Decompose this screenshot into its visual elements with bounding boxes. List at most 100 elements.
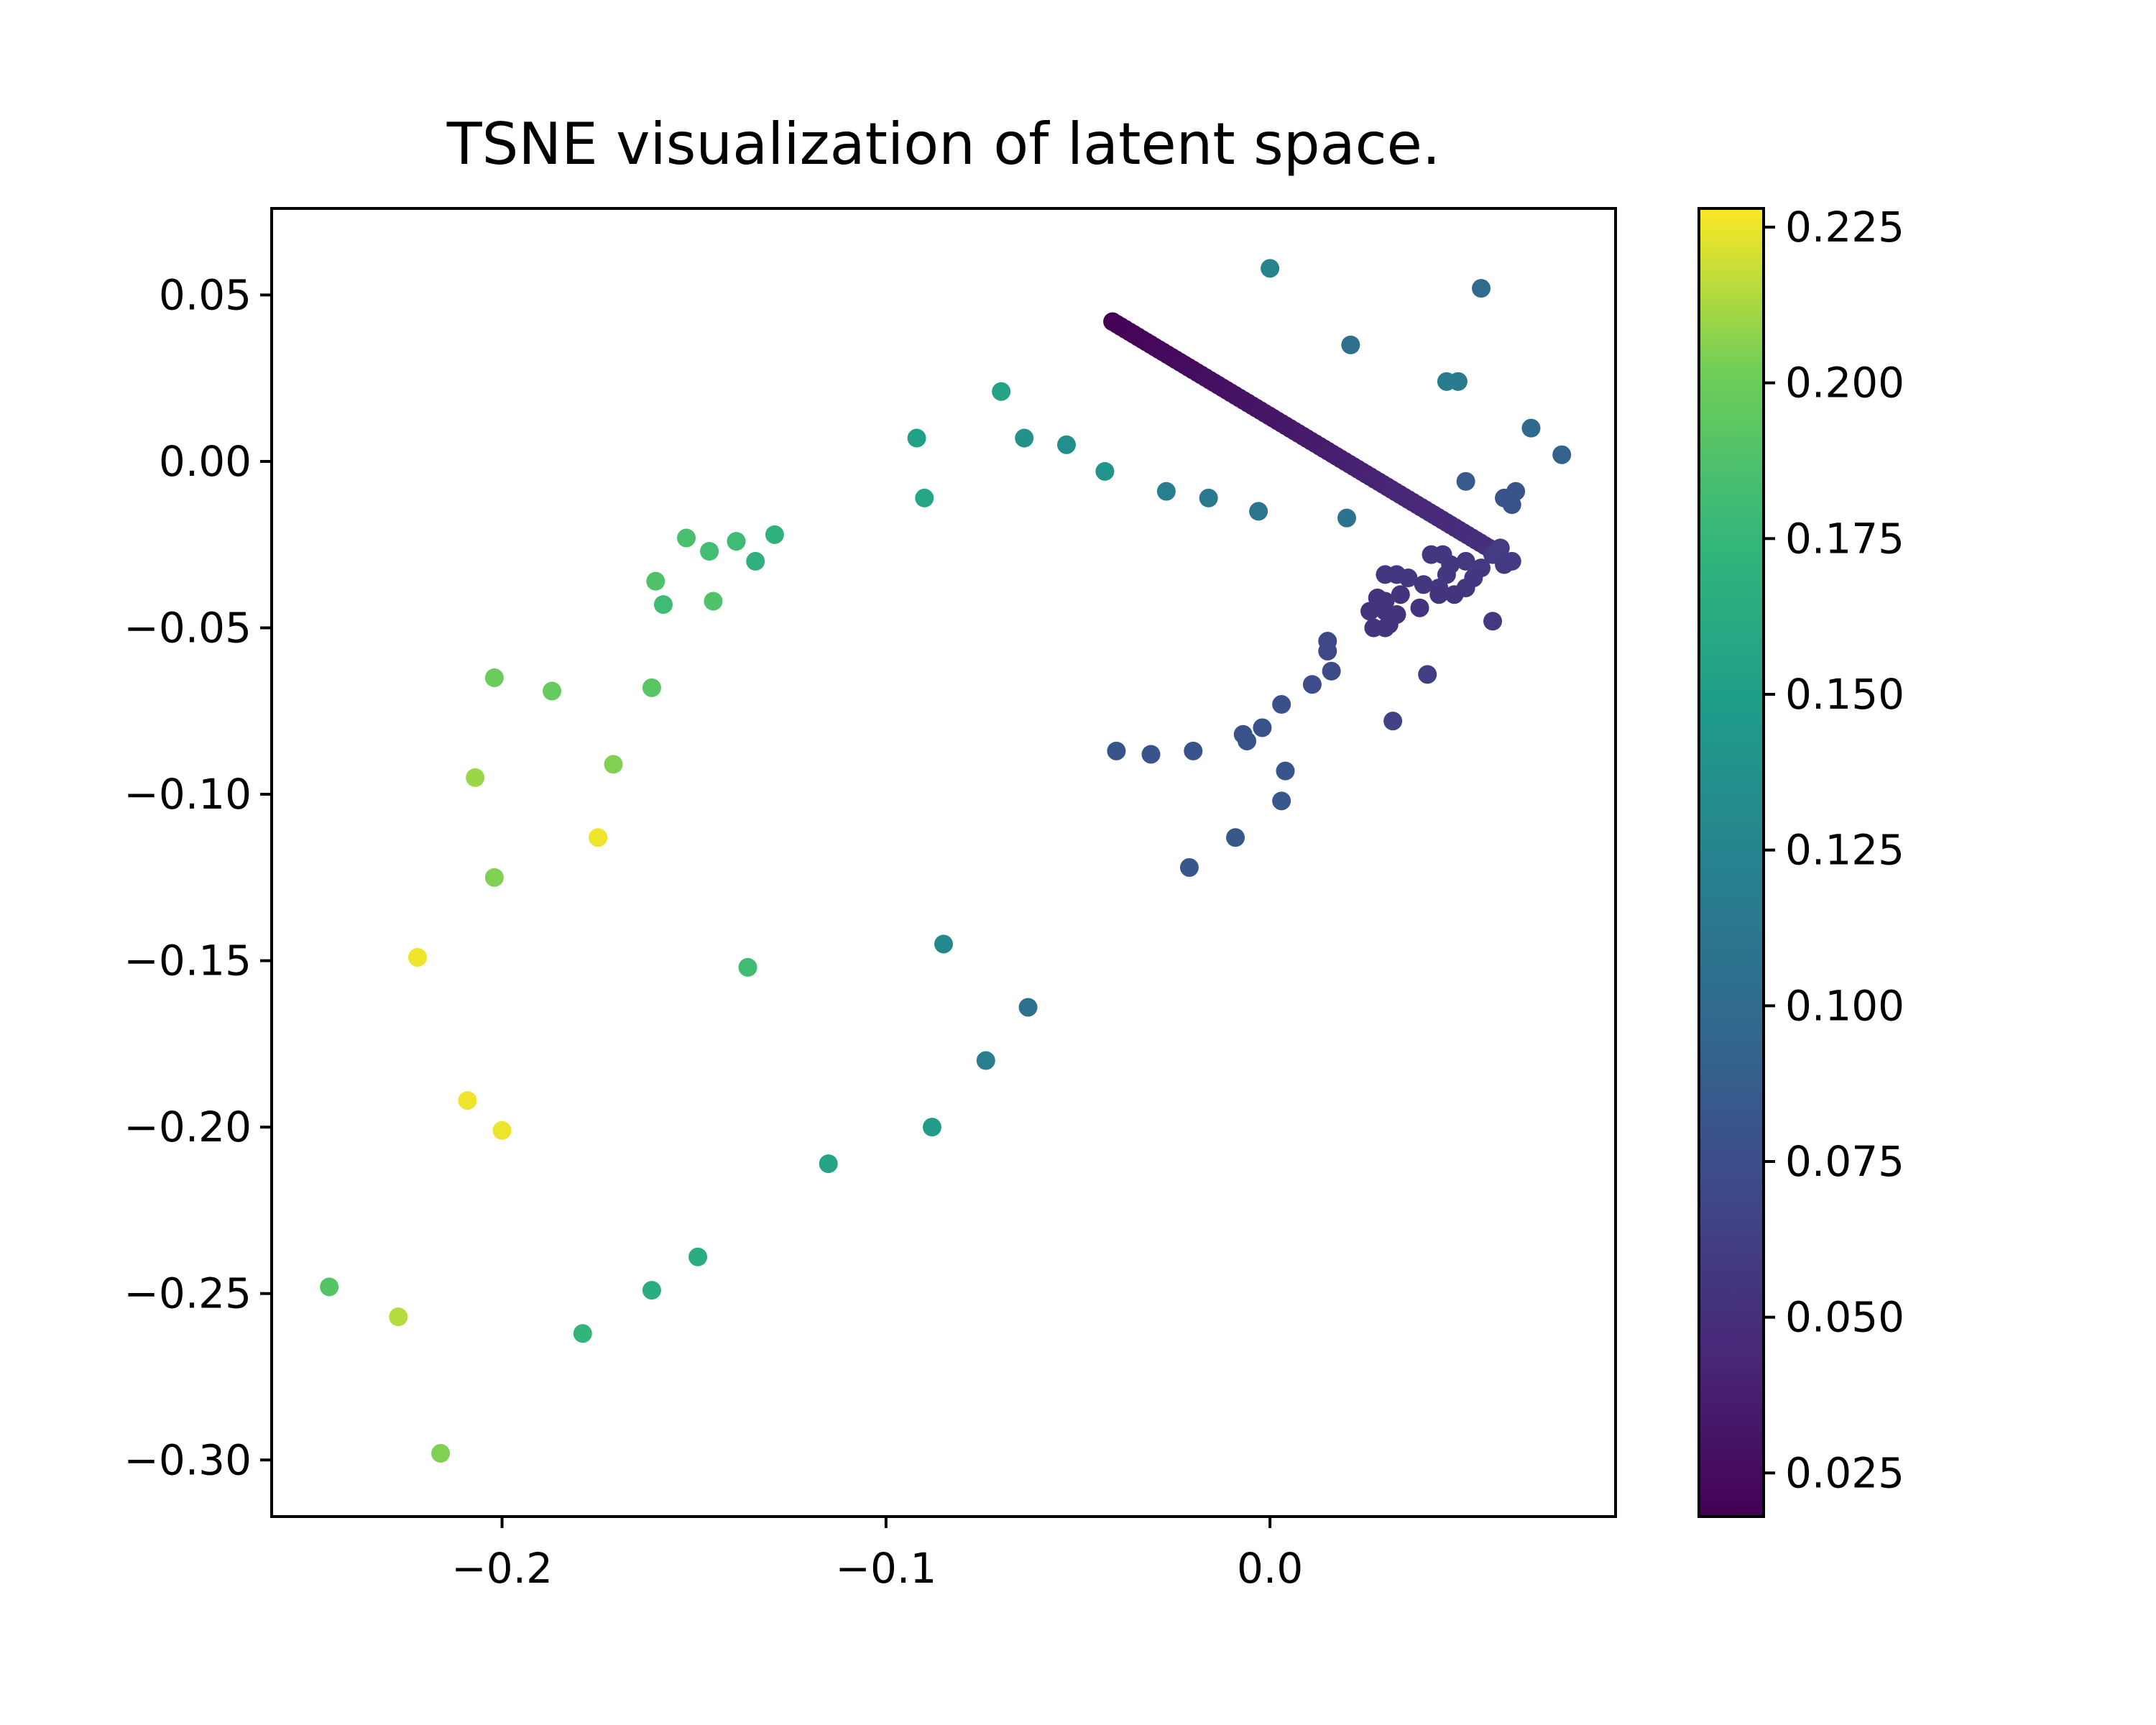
scatter-point	[704, 592, 723, 611]
scatter-point	[1056, 435, 1076, 454]
scatter-point	[1383, 712, 1403, 731]
scatter-point	[746, 551, 765, 571]
scatter-point	[1418, 665, 1437, 684]
scatter-point	[819, 1154, 838, 1174]
scatter-point	[1107, 741, 1126, 760]
colorbar-tick-label: 0.100	[1785, 981, 1904, 1030]
y-tick-label: −0.05	[124, 604, 252, 653]
colorbar-tick-label: 0.225	[1785, 203, 1904, 252]
colorbar-tick-label: 0.025	[1785, 1448, 1904, 1497]
colorbar-tick-label: 0.150	[1785, 670, 1904, 719]
scatter-point	[642, 678, 661, 697]
scatter-point	[1376, 565, 1395, 584]
y-tick-label: 0.05	[159, 270, 252, 319]
scatter-point	[1272, 695, 1291, 714]
scatter-point	[604, 755, 623, 774]
scatter-point	[408, 947, 428, 967]
scatter-point	[458, 1091, 477, 1110]
scatter-point	[1253, 718, 1272, 737]
scatter-point	[492, 1121, 512, 1140]
colorbar-tick-label: 0.050	[1785, 1293, 1904, 1342]
scatter-point	[688, 1247, 708, 1266]
y-tick-label: −0.20	[124, 1103, 252, 1151]
scatter-point	[389, 1307, 408, 1327]
scatter-point	[484, 868, 504, 887]
y-tick-label: −0.10	[124, 770, 252, 819]
chart-title: TSNE visualization of latent space.	[446, 111, 1441, 178]
scatter-point	[484, 668, 504, 687]
colorbar	[1697, 207, 1765, 1518]
scatter-point	[727, 532, 746, 551]
scatter-point	[1376, 618, 1395, 638]
scatter-point	[1521, 418, 1541, 438]
scatter-point	[1410, 598, 1429, 617]
scatter-points	[320, 259, 1572, 1463]
colorbar-axis: 0.025 0.050 0.075 0.100 0.125 0.150 0.175 0.200…	[1764, 203, 1904, 1497]
y-tick-label: −0.25	[124, 1269, 252, 1318]
scatter-point	[976, 1051, 995, 1070]
colorbar-tick-label: 0.175	[1785, 514, 1904, 563]
scatter-point	[1483, 612, 1503, 631]
scatter-point	[922, 1118, 941, 1137]
scatter-point	[1184, 741, 1203, 760]
colorbar-tick-label: 0.125	[1785, 826, 1904, 875]
scatter-point	[1337, 508, 1356, 528]
scatter-point	[543, 681, 562, 701]
scatter-point	[1495, 555, 1514, 574]
scatter-point	[1445, 585, 1464, 604]
scatter-point	[642, 1281, 661, 1300]
scatter-point	[1199, 488, 1218, 507]
scatter-point	[1015, 428, 1034, 448]
x-tick-label: −0.2	[451, 1544, 553, 1593]
scatter-point	[765, 525, 784, 544]
scatter-point	[1552, 445, 1572, 464]
x-tick-label: −0.1	[835, 1544, 936, 1593]
scatter-point	[738, 957, 757, 977]
scatter-point	[1391, 585, 1410, 604]
scatter-point	[1095, 461, 1115, 481]
scatter-point	[1261, 259, 1280, 278]
scatter-point	[1318, 641, 1337, 661]
scatter-point	[677, 528, 696, 548]
scatter-point	[1360, 602, 1380, 621]
colorbar-tick-label: 0.075	[1785, 1137, 1904, 1186]
y-tick-label: 0.00	[159, 437, 252, 486]
y-tick-label: −0.30	[124, 1435, 252, 1484]
scatter-point	[1341, 335, 1360, 354]
scatter-point	[1238, 731, 1257, 750]
scatter-point	[431, 1444, 451, 1463]
scatter-point	[646, 571, 665, 591]
scatter-point	[992, 382, 1011, 401]
scatter-point	[1414, 575, 1433, 594]
scatter-point	[1302, 675, 1322, 694]
x-axis: −0.2 −0.1 0.0	[451, 1517, 1303, 1593]
scatter-point	[573, 1324, 592, 1343]
scatter-point	[907, 428, 926, 448]
scatter-point	[1448, 372, 1468, 391]
scatter-point	[1249, 502, 1268, 521]
scatter-point	[1018, 998, 1038, 1017]
y-tick-label: −0.15	[124, 937, 252, 985]
x-tick-label: 0.0	[1237, 1544, 1303, 1593]
scatter-point	[915, 488, 934, 507]
scatter-point	[1179, 857, 1199, 877]
scatter-point	[1456, 472, 1475, 491]
scatter-point	[320, 1277, 339, 1297]
colorbar-tick-label: 0.200	[1785, 359, 1904, 408]
scatter-point	[1422, 545, 1441, 564]
scatter-point	[1141, 745, 1161, 764]
scatter-point	[466, 768, 485, 787]
scatter-point	[1322, 661, 1341, 681]
scatter-point	[1226, 828, 1245, 847]
scatter-point	[589, 828, 608, 847]
scatter-point	[1429, 585, 1449, 604]
scatter-point	[1156, 482, 1176, 501]
scatter-point	[700, 541, 719, 561]
plot-frame	[270, 207, 1617, 1518]
scatter-point	[653, 595, 673, 615]
scatter-point	[934, 934, 953, 954]
scatter-point	[1272, 791, 1291, 811]
scatter-point	[1456, 551, 1475, 571]
scatter-point	[1276, 761, 1295, 781]
